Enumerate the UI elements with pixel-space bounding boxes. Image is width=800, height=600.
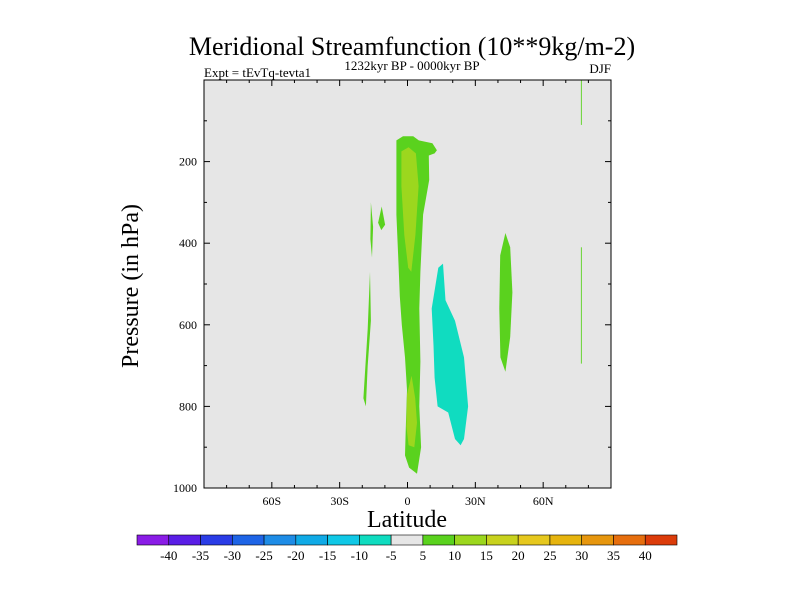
contour-region-strip-76n-top <box>580 80 582 125</box>
colorbar-box <box>390 534 424 546</box>
contour-region-strip-76n-mid <box>580 247 582 364</box>
experiment-label: Expt = tEvTq-tevta1 <box>204 65 311 80</box>
colorbar-label: 30 <box>575 548 588 563</box>
colorbar-label: 35 <box>607 548 620 563</box>
colorbar: -40 -35 -30 -25 -20 -15 -10 -5 5 10 15 20 25 30 35 40 <box>136 534 678 563</box>
colorbar-label: -35 <box>192 548 209 563</box>
x-axis-label: Latitude <box>367 507 447 533</box>
colorbar-label: 15 <box>480 548 493 563</box>
chart-title: Meridional Streamfunction (10**9kg/m-2) <box>189 32 635 61</box>
colorbar-box <box>231 534 265 546</box>
season-label: DJF <box>589 61 611 76</box>
colorbar-box <box>549 534 583 546</box>
contour-region-cell-20s-lower <box>363 271 371 407</box>
colorbar-label: -40 <box>160 548 177 563</box>
colorbar-box <box>644 534 678 546</box>
colorbar-box <box>581 534 614 546</box>
x-tick-label: 60N <box>533 494 554 508</box>
y-tick-label: 400 <box>179 236 197 250</box>
colorbar-label: -20 <box>287 548 304 563</box>
colorbar-box <box>613 534 646 546</box>
colorbar-label: 10 <box>448 548 461 563</box>
x-tick-label: 0 <box>405 494 411 508</box>
time-range-label: 1232kyr BP - 0000kyr BP <box>344 58 479 73</box>
y-axis: 200 400 600 800 1000 <box>173 120 611 495</box>
colorbar-label: 5 <box>420 548 427 563</box>
y-tick-label: 600 <box>179 318 197 332</box>
contour-region-cell-20s-upper <box>370 202 374 258</box>
x-tick-label: 30N <box>465 494 486 508</box>
colorbar-box <box>454 534 487 546</box>
colorbar-label: -25 <box>255 548 272 563</box>
colorbar-box <box>295 534 328 546</box>
colorbar-box <box>168 534 201 546</box>
colorbar-label: -30 <box>224 548 241 563</box>
contour-region-core-10-to-15-lower <box>406 375 417 448</box>
colorbar-label: -15 <box>319 548 336 563</box>
contour-region-cell-30n <box>499 233 513 372</box>
x-tick-label: 60S <box>262 494 281 508</box>
y-tick-label: 200 <box>179 155 197 169</box>
colorbar-label: -10 <box>351 548 368 563</box>
colorbar-box <box>486 534 519 546</box>
colorbar-box <box>517 534 551 546</box>
x-axis: 60S 30S 0 30N 60N <box>226 80 589 508</box>
contour-region-negative-5-to-10 <box>431 263 469 446</box>
y-axis-label: Pressure (in hPa) <box>118 204 144 368</box>
colorbar-box <box>359 534 392 546</box>
colorbar-box <box>327 534 360 546</box>
x-tick-label: 30S <box>330 494 349 508</box>
colorbar-box <box>200 534 233 546</box>
colorbar-box <box>136 534 170 546</box>
contour-region-blob-13s <box>378 206 386 231</box>
colorbar-label: 20 <box>512 548 525 563</box>
contour-region-core-10-to-15-upper <box>401 147 419 272</box>
colorbar-label: 25 <box>543 548 556 563</box>
colorbar-box <box>422 534 455 546</box>
colorbar-label: 40 <box>639 548 652 563</box>
contour-regions <box>363 80 582 474</box>
y-tick-label: 800 <box>179 399 197 413</box>
y-tick-label: 1000 <box>173 481 197 495</box>
colorbar-box <box>263 534 297 546</box>
colorbar-label: -5 <box>386 548 397 563</box>
